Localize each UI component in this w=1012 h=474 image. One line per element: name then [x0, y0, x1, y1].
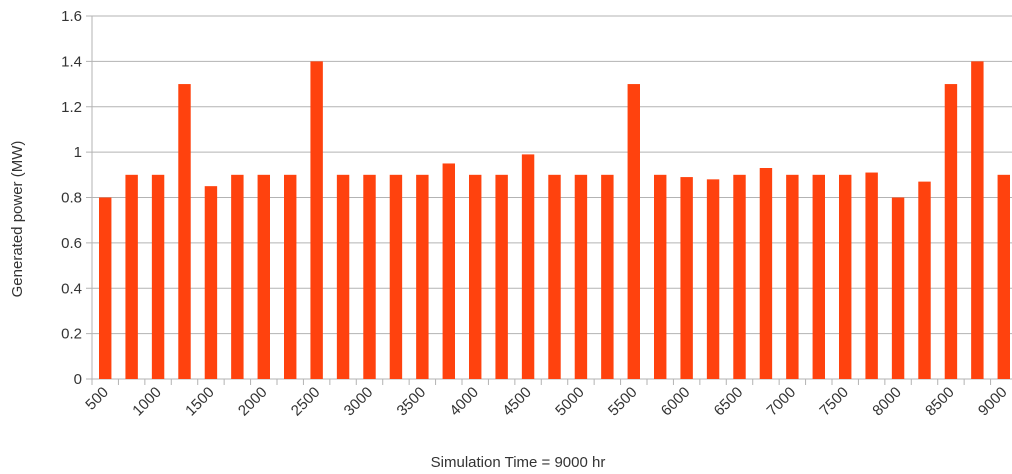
bar	[257, 174, 270, 379]
bar	[469, 174, 482, 379]
x-tick-labels: 500 1000 1500 2000 2500 3000 3500 4000 4500 5000 5…	[82, 384, 1010, 420]
bar	[521, 154, 535, 379]
x-tick-label: 9000	[975, 384, 1011, 420]
bar	[336, 174, 350, 379]
bar	[812, 174, 825, 379]
bar	[495, 174, 508, 379]
bar	[627, 84, 640, 379]
bar	[363, 174, 376, 379]
y-tick-label: 1.6	[61, 8, 82, 25]
bar	[733, 174, 746, 379]
bar	[389, 174, 403, 379]
bar	[601, 174, 614, 379]
y-tick-labels: 0 0.2 0.4 0.6 0.8 1 1.2 1.4 1.6	[61, 8, 82, 388]
x-tick-label: 7000	[764, 384, 800, 420]
y-tick-label: 1.4	[61, 53, 82, 70]
bar	[839, 174, 852, 379]
bar	[971, 61, 984, 379]
x-tick-label: 3000	[341, 384, 377, 420]
y-tick-label: 0.2	[61, 326, 82, 343]
y-tick-label: 0.6	[61, 235, 82, 252]
x-tick-label: 2500	[288, 384, 324, 420]
bar	[204, 186, 218, 379]
x-tick-label: 5500	[605, 384, 641, 420]
bar	[231, 174, 244, 379]
x-tick-label: 1500	[182, 384, 218, 420]
bar	[997, 174, 1010, 379]
bar	[891, 197, 905, 379]
bar	[865, 172, 878, 379]
bar	[918, 181, 931, 379]
x-tick-label: 4500	[499, 384, 535, 420]
y-tick-label: 1.2	[61, 99, 82, 116]
x-tick-label: 6000	[658, 384, 694, 420]
bar	[310, 61, 323, 379]
x-tick-label: 6500	[711, 384, 747, 420]
bar	[125, 174, 138, 379]
bar	[178, 84, 191, 379]
bar	[416, 174, 429, 379]
y-tick-label: 0.4	[61, 280, 82, 297]
x-tick-label: 1000	[129, 384, 165, 420]
bar	[944, 84, 958, 379]
bar	[442, 163, 455, 379]
bar	[680, 177, 693, 379]
bar	[759, 168, 773, 379]
bar	[574, 174, 588, 379]
x-tick-label: 2000	[235, 384, 271, 420]
axes	[86, 15, 992, 385]
y-tick-label: 0	[74, 371, 82, 388]
y-tick-label: 0.8	[61, 190, 82, 207]
x-tick-label: 8000	[869, 384, 905, 420]
x-tick-label: 4000	[446, 384, 482, 420]
bar	[99, 197, 112, 379]
x-tick-label: 8500	[922, 384, 958, 420]
x-tick-label: 5000	[552, 384, 588, 420]
bar	[706, 179, 720, 379]
bar	[786, 174, 799, 379]
bar	[654, 174, 667, 379]
bar	[548, 174, 561, 379]
x-tick-label: 3500	[394, 384, 430, 420]
bar	[151, 174, 165, 379]
y-tick-label: 1	[74, 144, 82, 161]
x-axis-title: Simulation Time = 9000 hr	[431, 454, 606, 471]
x-tick-label: 7500	[816, 384, 852, 420]
bar	[284, 174, 297, 379]
y-axis-title: Generated power (MW)	[9, 141, 26, 298]
bars	[99, 61, 1010, 379]
x-tick-label: 500	[82, 384, 112, 414]
